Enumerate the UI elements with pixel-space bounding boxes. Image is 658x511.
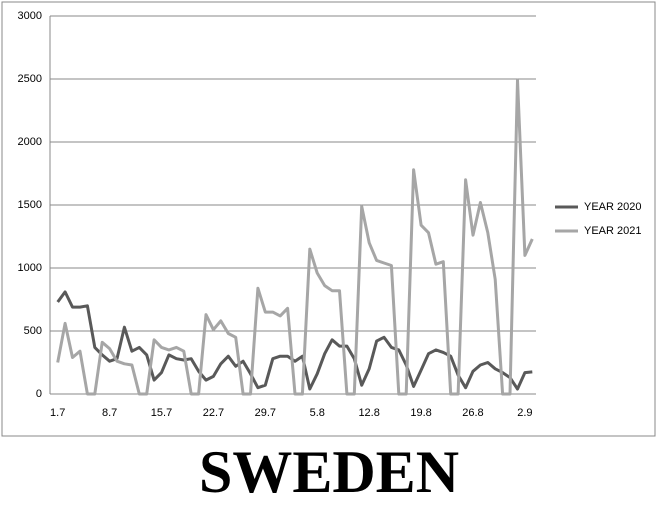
y-tick-label: 500 — [24, 325, 42, 337]
series-line — [56, 78, 534, 396]
x-tick-label: 19.8 — [410, 407, 431, 419]
x-tick-label: 12.8 — [358, 407, 379, 419]
series-line — [56, 290, 533, 391]
x-tick-label: 5.8 — [310, 407, 325, 419]
x-tick-label: 26.8 — [462, 407, 483, 419]
y-tick-label: 2500 — [18, 73, 42, 85]
chart-frame — [1, 1, 656, 437]
chart-title: SWEDEN — [199, 439, 459, 505]
legend-label: YEAR 2021 — [584, 225, 641, 237]
x-tick-label: 29.7 — [255, 407, 276, 419]
x-tick-label: 2.9 — [517, 407, 532, 419]
y-tick-label: 1000 — [18, 262, 42, 274]
x-tick-label: 8.7 — [102, 407, 117, 419]
legend-label: YEAR 2020 — [584, 201, 641, 213]
x-tick-label: 22.7 — [203, 407, 224, 419]
y-tick-label: 1500 — [18, 199, 42, 211]
y-tick-label: 2000 — [18, 136, 42, 148]
y-tick-label: 0 — [36, 388, 42, 400]
y-tick-label: 3000 — [18, 10, 42, 22]
x-tick-label: 15.7 — [151, 407, 172, 419]
x-tick-label: 1.7 — [50, 407, 65, 419]
